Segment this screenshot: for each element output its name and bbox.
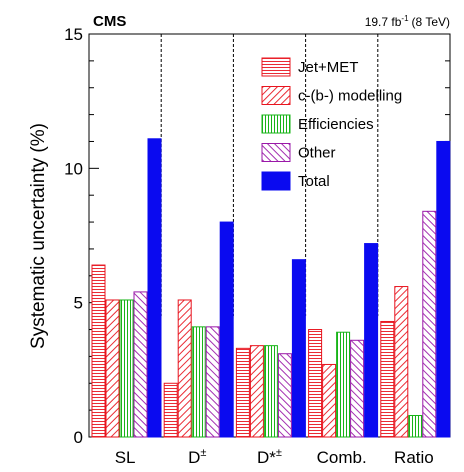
bar <box>147 138 162 438</box>
legend-label: c-(b-) modelling <box>298 88 402 105</box>
bar <box>277 353 292 438</box>
bar <box>436 140 451 438</box>
bar <box>177 299 192 438</box>
category-labels: SL D± D*± Comb. Ratio <box>115 447 434 467</box>
y-tick-label: 15 <box>64 25 83 44</box>
bar <box>322 363 337 438</box>
bar <box>105 299 120 438</box>
x-tick-label: Comb. <box>317 448 367 467</box>
bar <box>91 264 106 438</box>
bar <box>308 329 323 438</box>
legend-swatch <box>261 114 291 134</box>
bar <box>235 347 250 438</box>
bars <box>91 138 451 438</box>
x-tick-label: D± <box>188 447 206 467</box>
legend-label: Total <box>298 173 330 190</box>
legend-swatch <box>261 57 291 77</box>
bar <box>350 339 365 438</box>
legend-swatch <box>261 171 291 191</box>
legend: Jet+MET c-(b-) modelling Efficiencies Other… <box>261 57 402 191</box>
bar <box>380 320 395 438</box>
legend-swatch <box>261 143 291 162</box>
bar <box>119 299 134 438</box>
bar <box>133 291 148 438</box>
luminosity-label: 19.7 fb-1 (8 TeV) <box>365 14 450 29</box>
bar <box>422 210 437 438</box>
bar <box>336 331 351 438</box>
legend-label: Jet+MET <box>298 59 358 76</box>
y-tick-label: 10 <box>64 159 83 178</box>
bar <box>263 345 278 438</box>
bar <box>408 415 423 438</box>
bar <box>291 259 306 438</box>
experiment-label: CMS <box>93 13 126 30</box>
bar <box>163 382 178 438</box>
bar <box>364 243 379 438</box>
legend-label: Other <box>298 145 336 162</box>
bar <box>205 326 220 438</box>
legend-swatch <box>261 86 291 105</box>
legend-label: Efficiencies <box>298 116 374 133</box>
y-tick-label: 0 <box>74 428 83 447</box>
y-tick-label: 5 <box>74 294 83 313</box>
y-axis-label: Systematic uncertainty (%) <box>28 123 49 349</box>
x-tick-label: D*± <box>257 447 282 467</box>
bar <box>249 345 264 438</box>
x-tick-label: Ratio <box>394 448 434 467</box>
bar <box>191 326 206 438</box>
bar <box>219 221 234 438</box>
x-tick-label: SL <box>115 448 136 467</box>
bar <box>394 286 409 438</box>
